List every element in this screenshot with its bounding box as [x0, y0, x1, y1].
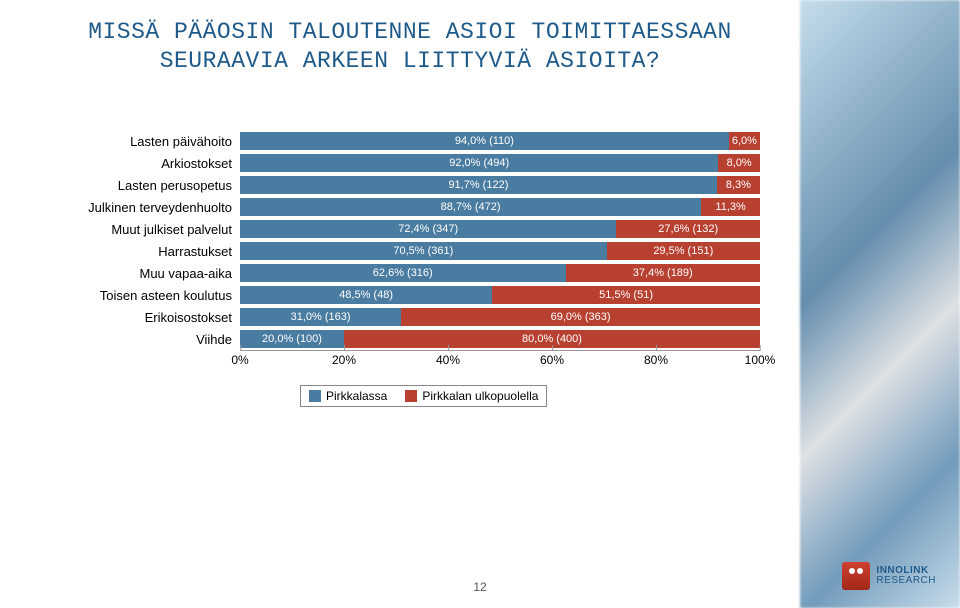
bar: 92,0% (494)8,0% [240, 154, 760, 172]
legend-item-2: Pirkkalan ulkopuolella [405, 389, 538, 403]
row-label: Lasten perusopetus [60, 178, 240, 193]
chart-row: Julkinen terveydenhuolto88,7% (472)11,3% [60, 196, 760, 218]
page-title: MISSÄ PÄÄOSIN TALOUTENNE ASIOI TOIMITTAE… [20, 18, 800, 76]
bar: 91,7% (122)8,3% [240, 176, 760, 194]
bar-segment-1: 20,0% (100) [240, 330, 344, 348]
logo-text: INNOLINK RESEARCH [876, 566, 936, 587]
logo-mark-icon [842, 562, 870, 590]
x-tick: 80% [644, 347, 668, 361]
bar-segment-2: 29,5% (151) [607, 242, 760, 260]
bar-segment-1: 91,7% (122) [240, 176, 717, 194]
row-label: Muu vapaa-aika [60, 266, 240, 281]
x-tick: 20% [332, 347, 356, 361]
row-label: Erikoisostokset [60, 310, 240, 325]
x-tick: 40% [436, 347, 460, 361]
legend: Pirkkalassa Pirkkalan ulkopuolella [300, 385, 547, 407]
bar-segment-1: 94,0% (110) [240, 132, 729, 150]
bar: 88,7% (472)11,3% [240, 198, 760, 216]
bar-segment-1: 70,5% (361) [240, 242, 607, 260]
page-number: 12 [473, 580, 486, 594]
legend-item-1: Pirkkalassa [309, 389, 387, 403]
x-axis: 0%20%40%60%80%100% [240, 350, 760, 370]
chart-row: Lasten päivähoito94,0% (110)6,0% [60, 130, 760, 152]
row-label: Muut julkiset palvelut [60, 222, 240, 237]
x-tick: 60% [540, 347, 564, 361]
row-label: Julkinen terveydenhuolto [60, 200, 240, 215]
bar-segment-1: 72,4% (347) [240, 220, 616, 238]
row-label: Toisen asteen koulutus [60, 288, 240, 303]
legend-label-2: Pirkkalan ulkopuolella [422, 389, 538, 403]
x-tick: 100% [745, 347, 776, 361]
chart-row: Arkiostokset92,0% (494)8,0% [60, 152, 760, 174]
bar: 72,4% (347)27,6% (132) [240, 220, 760, 238]
legend-label-1: Pirkkalassa [326, 389, 387, 403]
legend-swatch-1 [309, 390, 321, 402]
bar: 62,6% (316)37,4% (189) [240, 264, 760, 282]
decorative-background [800, 0, 960, 608]
bar-segment-2: 8,3% [717, 176, 760, 194]
stacked-bar-chart: Lasten päivähoito94,0% (110)6,0%Arkiosto… [60, 130, 760, 370]
legend-swatch-2 [405, 390, 417, 402]
row-label: Harrastukset [60, 244, 240, 259]
bar: 31,0% (163)69,0% (363) [240, 308, 760, 326]
chart-row: Muu vapaa-aika62,6% (316)37,4% (189) [60, 262, 760, 284]
chart-row: Muut julkiset palvelut72,4% (347)27,6% (… [60, 218, 760, 240]
bar: 20,0% (100)80,0% (400) [240, 330, 760, 348]
logo: INNOLINK RESEARCH [842, 562, 936, 590]
bar-segment-2: 27,6% (132) [616, 220, 760, 238]
chart-row: Harrastukset70,5% (361)29,5% (151) [60, 240, 760, 262]
bar: 48,5% (48)51,5% (51) [240, 286, 760, 304]
chart-row: Lasten perusopetus91,7% (122)8,3% [60, 174, 760, 196]
bar-segment-1: 48,5% (48) [240, 286, 492, 304]
chart-row: Toisen asteen koulutus48,5% (48)51,5% (5… [60, 284, 760, 306]
row-label: Arkiostokset [60, 156, 240, 171]
bar: 94,0% (110)6,0% [240, 132, 760, 150]
bar-segment-1: 62,6% (316) [240, 264, 566, 282]
bar: 70,5% (361)29,5% (151) [240, 242, 760, 260]
bar-segment-2: 37,4% (189) [566, 264, 760, 282]
bar-segment-1: 92,0% (494) [240, 154, 718, 172]
bar-segment-2: 6,0% [729, 132, 760, 150]
chart-row: Erikoisostokset31,0% (163)69,0% (363) [60, 306, 760, 328]
bar-segment-1: 88,7% (472) [240, 198, 701, 216]
row-label: Viihde [60, 332, 240, 347]
bar-segment-1: 31,0% (163) [240, 308, 401, 326]
x-tick: 0% [231, 347, 248, 361]
bar-segment-2: 69,0% (363) [401, 308, 760, 326]
bar-segment-2: 51,5% (51) [492, 286, 760, 304]
bar-segment-2: 11,3% [701, 198, 760, 216]
bar-segment-2: 8,0% [718, 154, 760, 172]
row-label: Lasten päivähoito [60, 134, 240, 149]
